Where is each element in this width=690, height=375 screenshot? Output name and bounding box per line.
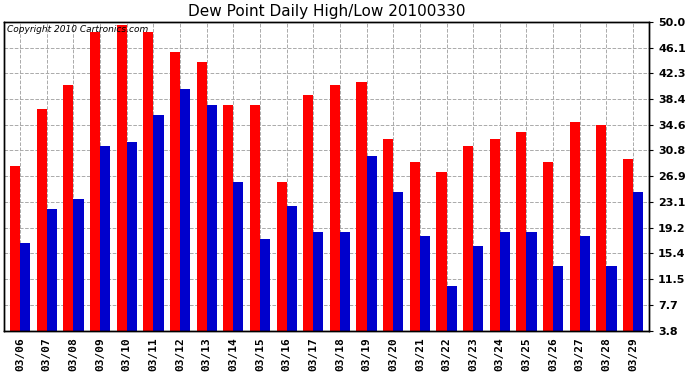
Bar bbox=[286, 206, 297, 356]
Bar bbox=[37, 109, 47, 356]
Bar bbox=[313, 232, 324, 356]
Bar bbox=[260, 239, 270, 356]
Bar bbox=[357, 82, 366, 356]
Bar bbox=[393, 192, 404, 356]
Bar bbox=[446, 286, 457, 356]
Bar bbox=[127, 142, 137, 356]
Bar bbox=[463, 146, 473, 356]
Bar bbox=[366, 156, 377, 356]
Bar bbox=[20, 243, 30, 356]
Bar bbox=[340, 232, 350, 356]
Bar bbox=[224, 105, 233, 356]
Bar bbox=[47, 209, 57, 356]
Text: Copyright 2010 Cartronics.com: Copyright 2010 Cartronics.com bbox=[8, 25, 148, 34]
Bar bbox=[197, 62, 207, 356]
Bar bbox=[473, 246, 483, 356]
Bar bbox=[100, 146, 110, 356]
Bar bbox=[383, 139, 393, 356]
Bar bbox=[410, 162, 420, 356]
Bar bbox=[170, 52, 180, 356]
Bar bbox=[420, 236, 430, 356]
Bar bbox=[553, 266, 563, 356]
Bar bbox=[277, 182, 286, 356]
Bar bbox=[633, 192, 643, 356]
Bar bbox=[233, 182, 244, 356]
Bar bbox=[207, 105, 217, 356]
Bar bbox=[607, 266, 617, 356]
Bar bbox=[596, 125, 607, 356]
Bar bbox=[144, 32, 153, 356]
Bar bbox=[73, 199, 83, 356]
Bar bbox=[90, 32, 100, 356]
Bar bbox=[303, 95, 313, 356]
Bar bbox=[153, 116, 164, 356]
Bar bbox=[436, 172, 446, 356]
Bar bbox=[526, 232, 537, 356]
Bar bbox=[117, 25, 127, 356]
Bar bbox=[330, 85, 340, 356]
Bar bbox=[516, 132, 526, 356]
Title: Dew Point Daily High/Low 20100330: Dew Point Daily High/Low 20100330 bbox=[188, 4, 465, 19]
Bar bbox=[623, 159, 633, 356]
Bar bbox=[490, 139, 500, 356]
Bar bbox=[10, 166, 20, 356]
Bar bbox=[180, 88, 190, 356]
Bar bbox=[570, 122, 580, 356]
Bar bbox=[543, 162, 553, 356]
Bar bbox=[250, 105, 260, 356]
Bar bbox=[500, 232, 510, 356]
Bar bbox=[63, 85, 73, 356]
Bar bbox=[580, 236, 590, 356]
